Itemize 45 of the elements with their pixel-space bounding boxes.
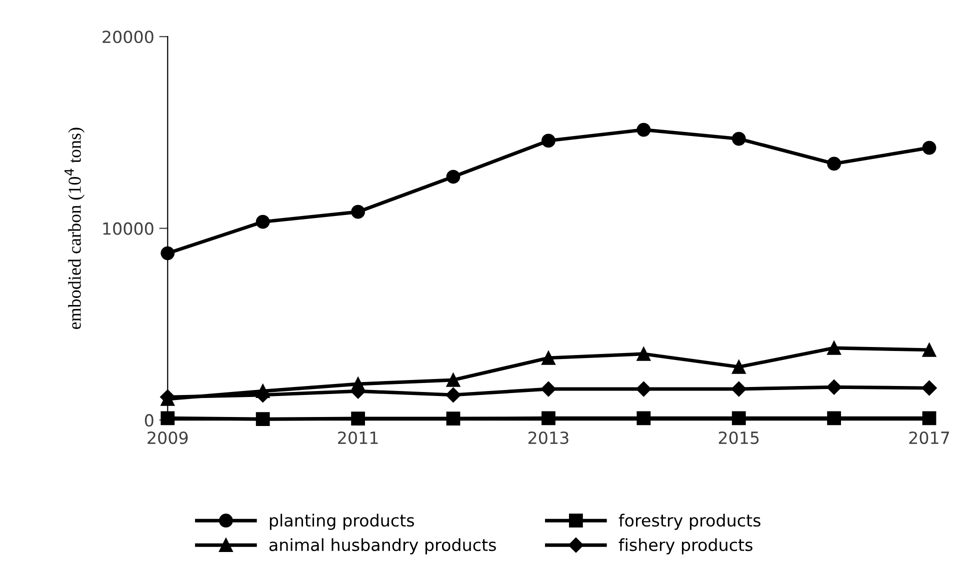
point [827,411,842,426]
legend-label: fishery products [618,538,752,554]
point [827,341,842,355]
x-tick-label: 2013 [528,431,568,444]
y-tick-label: 0 [144,414,154,427]
point [256,384,270,398]
point [922,342,936,357]
legend-label: animal husbandry products [269,538,496,554]
point [922,140,936,155]
point [256,214,270,229]
point [351,412,365,426]
point [732,132,746,146]
point [636,411,651,426]
x-tick-label: 2017 [909,431,950,444]
point [827,156,842,171]
point [636,346,651,361]
point [731,381,746,397]
x-tick-label: 2011 [338,431,378,444]
y-tick-label: 10000 [103,222,154,235]
x-tick-label: 2015 [718,431,759,444]
point [922,411,936,426]
point [446,412,460,426]
point [542,351,556,365]
point [160,411,175,426]
point [636,122,651,137]
point [446,170,460,184]
point [922,380,937,396]
point [256,412,270,426]
y-axis-title: embodied carbon (10$^{4}$ tons) [64,128,85,330]
point [826,380,842,395]
point [351,377,365,391]
point [636,381,652,397]
x-tick-label: 2009 [148,431,188,444]
point [446,387,461,403]
y-tick-label: 20000 [102,30,154,44]
legend-label: planting products [270,514,414,530]
point [542,411,556,426]
point [160,246,175,260]
point [732,411,746,426]
point [542,134,556,148]
legend-label: forestry products [618,514,760,530]
point [351,204,365,219]
point [446,373,460,387]
point [732,360,746,374]
point [540,381,556,397]
